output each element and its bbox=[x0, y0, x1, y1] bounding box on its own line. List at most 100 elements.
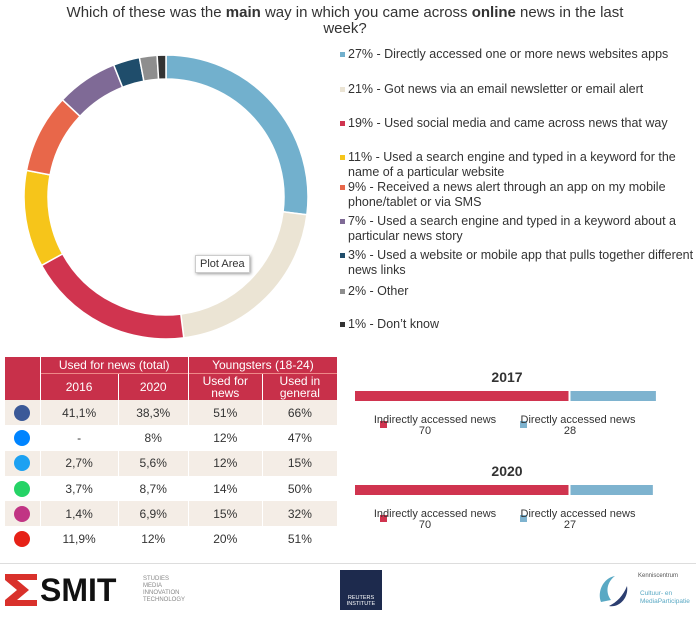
table-cell: 47% bbox=[261, 425, 337, 451]
legend-item: 21% - Got news via an email newsletter o… bbox=[340, 82, 696, 97]
title-part: Which of these was the bbox=[66, 4, 226, 21]
legend-swatch bbox=[340, 185, 345, 190]
chart-title: Which of these was the main way in which… bbox=[60, 5, 630, 37]
table: Used for news (total) Youngsters (18-24) 2… bbox=[5, 357, 337, 552]
legend-label: 21% - Got news via an email newsletter o… bbox=[348, 82, 644, 96]
table-row: 2,7% 5,6% 12% 15% bbox=[5, 450, 337, 476]
header-cell: 2020 bbox=[117, 372, 189, 400]
annotation: Plot Area bbox=[195, 255, 250, 273]
divider bbox=[0, 563, 696, 564]
icon-shape bbox=[14, 455, 31, 472]
table-row: 1,4% 6,9% 15% 32% bbox=[5, 501, 337, 527]
legend-label: 7% - Used a search engine and typed in a… bbox=[348, 214, 676, 243]
icon-shape bbox=[14, 505, 31, 522]
legend-swatch bbox=[380, 515, 387, 522]
donut-slice bbox=[61, 63, 124, 118]
table-cell: 51% bbox=[187, 400, 263, 426]
header-group: Used for news (total) bbox=[39, 357, 189, 373]
table-cell: 1,4% bbox=[39, 501, 119, 527]
icon-shape bbox=[14, 429, 31, 446]
legend-item: 9% - Received a news alert through an ap… bbox=[340, 180, 696, 210]
legend-swatch bbox=[520, 421, 527, 428]
smit-sub-line: TECHNOLOGY bbox=[143, 597, 186, 603]
legend-swatch bbox=[340, 322, 345, 327]
bar-title: 2017 bbox=[491, 369, 522, 385]
table-cell: 15% bbox=[261, 450, 337, 476]
bar-segment bbox=[355, 485, 569, 495]
legend-item: 27% - Directly accessed one or more news… bbox=[340, 47, 696, 62]
value-label: 70 bbox=[419, 425, 431, 437]
legend-item: 19% - Used social media and came across … bbox=[340, 116, 696, 131]
icon-cell bbox=[5, 476, 40, 501]
legend-item: 7% - Used a search engine and typed in a… bbox=[340, 214, 696, 244]
legend-label: Directly accessed news bbox=[521, 414, 636, 426]
platform-icon bbox=[14, 429, 31, 446]
kc-logo-icon bbox=[599, 576, 628, 607]
legend-label: 9% - Received a news alert through an ap… bbox=[348, 180, 666, 209]
legend-swatch bbox=[340, 121, 345, 126]
bar-segment bbox=[570, 391, 656, 401]
table-row: 11,9% 12% 20% 51% bbox=[5, 526, 337, 552]
smit-logo-icon bbox=[5, 574, 37, 606]
platform-icon bbox=[14, 505, 31, 522]
table-cell: 12% bbox=[117, 526, 189, 552]
table-cell: 20% bbox=[187, 526, 263, 552]
table-cell: 11,9% bbox=[39, 526, 119, 552]
donut-slice bbox=[40, 252, 185, 340]
table-cell: 32% bbox=[261, 501, 337, 527]
donut-slice bbox=[179, 210, 308, 339]
legend-item: 2% - Other bbox=[340, 284, 696, 299]
table-row: -8% 12% 47% bbox=[5, 425, 337, 451]
donut-slice bbox=[23, 169, 64, 267]
table-cell: 2,7% bbox=[39, 450, 119, 476]
header-group: Youngsters (18-24) bbox=[187, 357, 337, 373]
value-label: 27 bbox=[564, 519, 576, 531]
icon-cell bbox=[5, 526, 40, 551]
header-cell: Used in general bbox=[261, 372, 337, 400]
icon-cell bbox=[5, 400, 40, 425]
smit-sub-line: INNOVATION bbox=[143, 590, 180, 596]
header-cell: Used for news bbox=[187, 372, 263, 400]
header-cell bbox=[5, 357, 41, 400]
icon-shape bbox=[14, 404, 31, 421]
icon-cell bbox=[5, 451, 40, 476]
table-cell: 50% bbox=[261, 475, 337, 502]
title-part: news in the last week? bbox=[323, 4, 624, 37]
table-cell: 5,6% bbox=[117, 450, 189, 476]
header-cell: 2016 bbox=[39, 372, 119, 400]
donut-slice bbox=[25, 98, 82, 176]
table-cell: 41,1% bbox=[39, 400, 119, 426]
bar-title: 2020 bbox=[491, 463, 522, 479]
icon-shape bbox=[14, 480, 31, 497]
legend-swatch bbox=[340, 289, 345, 294]
legend-label: Directly accessed news bbox=[521, 508, 636, 520]
kc-name-line: MediaParticipatie bbox=[640, 598, 690, 605]
legend-label: 11% - Used a search engine and typed in … bbox=[348, 150, 676, 179]
platform-icon bbox=[14, 480, 31, 497]
table-row: 3,7% 8,7% 14% 50% bbox=[5, 475, 337, 502]
icon-cell bbox=[5, 501, 40, 526]
table-cell: 8,7% bbox=[117, 475, 189, 502]
platform-icon bbox=[14, 531, 31, 548]
bar-segment bbox=[355, 391, 569, 401]
donut-slice bbox=[165, 54, 309, 216]
legend-label: 1% - Don’t know bbox=[348, 317, 440, 331]
legend-label: 27% - Directly accessed one or more news… bbox=[348, 47, 669, 61]
title-part: main bbox=[225, 4, 261, 21]
legend-label: 2% - Other bbox=[348, 284, 409, 298]
legend-swatch bbox=[340, 155, 345, 160]
legend-item: 11% - Used a search engine and typed in … bbox=[340, 150, 696, 180]
table-cell: 66% bbox=[261, 400, 337, 426]
legend-swatch bbox=[340, 253, 345, 258]
title-part: online bbox=[471, 4, 516, 21]
value-label: 70 bbox=[419, 519, 431, 531]
legend-swatch bbox=[340, 87, 345, 92]
kc-name: Cultuur- en MediaParticipatie bbox=[640, 590, 690, 606]
legend-label: Indirectly accessed news bbox=[374, 508, 497, 520]
header-row: Used for news (total) Youngsters (18-24) bbox=[5, 357, 337, 400]
legend-swatch bbox=[340, 219, 345, 224]
smit-sub-line: MEDIA bbox=[143, 583, 163, 589]
platform-icon bbox=[14, 455, 31, 472]
legend-item: 1% - Don’t know bbox=[340, 317, 696, 332]
